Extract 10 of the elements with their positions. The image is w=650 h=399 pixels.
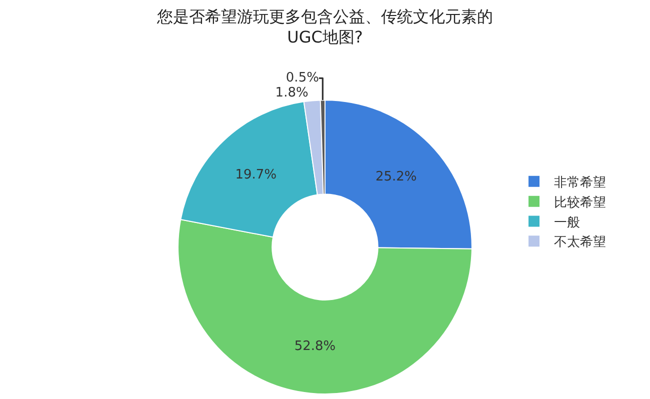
data-label: 25.2% — [375, 169, 417, 184]
chart-title: 您是否希望游玩更多包含公益、传统文化元素的UGC地图? — [156, 6, 493, 47]
legend-label: 非常希望 — [554, 176, 606, 190]
data-label: 19.7% — [235, 167, 277, 182]
data-label: 1.8% — [275, 86, 308, 101]
data-label: 0.5% — [286, 70, 319, 86]
legend-label: 一般 — [554, 215, 580, 230]
legend-label: 不太希望 — [554, 235, 606, 250]
legend-label: 比较希望 — [554, 195, 606, 210]
data-label: 52.8% — [294, 338, 336, 354]
